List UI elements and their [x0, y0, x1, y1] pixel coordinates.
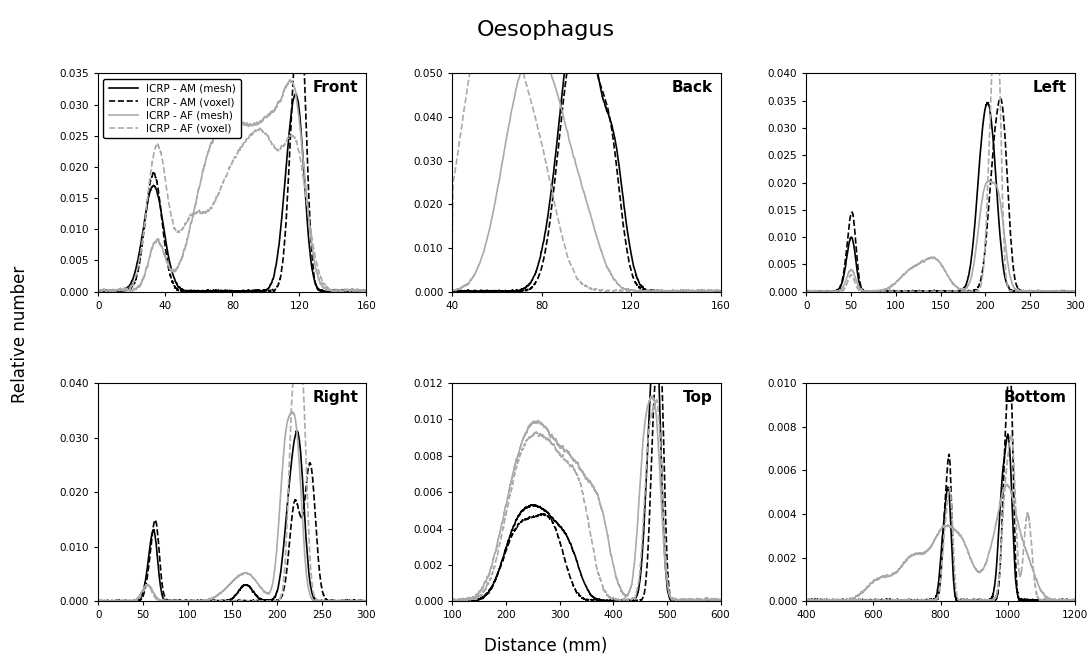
- Text: Top: Top: [683, 389, 712, 405]
- Text: Bottom: Bottom: [1004, 389, 1067, 405]
- Legend: ICRP - AM (mesh), ICRP - AM (voxel), ICRP - AF (mesh), ICRP - AF (voxel): ICRP - AM (mesh), ICRP - AM (voxel), ICR…: [104, 79, 241, 138]
- Text: Oesophagus: Oesophagus: [477, 20, 614, 40]
- Text: Distance (mm): Distance (mm): [483, 637, 608, 655]
- Text: Left: Left: [1032, 80, 1067, 95]
- Text: Right: Right: [312, 389, 359, 405]
- Text: Relative number: Relative number: [11, 265, 28, 403]
- Text: Back: Back: [671, 80, 712, 95]
- Text: Front: Front: [313, 80, 359, 95]
